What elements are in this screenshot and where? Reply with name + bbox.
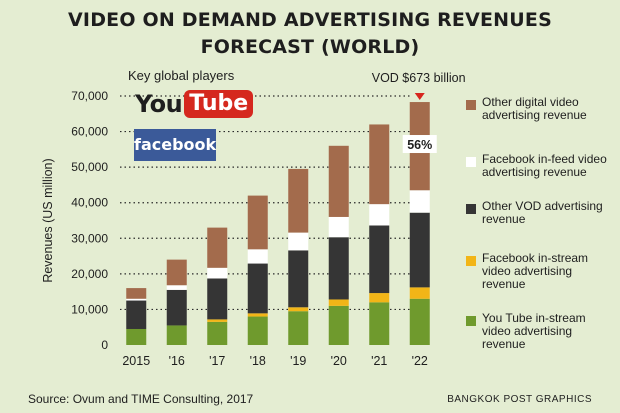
y-tick-label: 20,000 [71,267,108,281]
bar-segment-4-0 [288,311,309,345]
bar-segment-7-0 [409,298,430,345]
x-tick-label: '22 [412,354,428,368]
legend-swatch [466,256,476,266]
bar-segment-0-0 [126,328,147,345]
bar-segment-5-0 [328,305,349,345]
legend-swatch [466,100,476,110]
bar-segment-6-4 [369,124,390,205]
bar-segment-5-4 [328,145,349,217]
y-tick-label: 10,000 [71,302,108,316]
bar-segment-6-1 [369,293,390,303]
bar-segment-0-3 [126,298,147,301]
legend-swatch [466,204,476,214]
x-tick-label: '18 [250,354,266,368]
youtube-logo-you: You [135,90,183,118]
legend-label: You Tube in-stream video advertising rev… [482,311,586,351]
bar-segment-1-0 [166,325,187,345]
bar-segment-1-3 [166,285,187,290]
share-label: 56% [407,138,432,152]
bar-segment-2-2 [207,278,228,320]
youtube-logo: You Tube [135,89,254,119]
total-label: VOD $673 billion [372,71,466,85]
bar-segment-6-3 [369,204,390,226]
bar-segment-4-3 [288,232,309,251]
x-tick-label: '19 [290,354,306,368]
bar-segment-3-1 [247,313,268,317]
y-tick-label: 30,000 [71,231,108,245]
youtube-logo-tube: Tube [184,90,254,118]
y-tick-label: 50,000 [71,160,108,174]
chart-title-line2: FORECAST (WORLD) [200,36,420,58]
facebook-logo: facebook [134,129,216,161]
graphics-credit: BANGKOK POST GRAPHICS [447,394,592,405]
bar-segment-6-2 [369,225,390,294]
x-tick-label: '16 [169,354,185,368]
bar-segment-3-3 [247,249,268,264]
legend-label: Other digital video advertising revenue [482,95,587,122]
bar-segment-2-1 [207,319,228,322]
legend-swatch [466,316,476,326]
bar-segment-2-4 [207,227,228,268]
y-axis-label: Revenues (US million) [41,158,55,282]
x-tick-label: 2015 [122,354,150,368]
bar-segment-4-2 [288,250,309,308]
x-tick-label: '17 [209,354,225,368]
bar-segment-3-4 [247,195,268,250]
bar-segment-5-1 [328,299,349,306]
bar-segment-1-4 [166,259,187,286]
x-tick-label: '20 [331,354,347,368]
total-marker [414,93,425,101]
bar-segment-7-1 [409,287,430,299]
bar-segment-2-3 [207,267,228,279]
bar-segment-0-2 [126,300,147,329]
bar-segment-1-2 [166,289,187,326]
bar-segment-7-3 [409,190,430,213]
y-tick-label: 40,000 [71,196,108,210]
legend-swatch [466,157,476,167]
bar-segment-5-2 [328,237,349,300]
bar-segment-3-2 [247,263,268,314]
x-tick-label: '21 [371,354,387,368]
y-tick-label: 70,000 [71,89,108,103]
legend-label: Facebook in-stream video advertising rev… [482,251,589,291]
legend-label: Other VOD advertising revenue [482,199,603,226]
chart-title-line1: VIDEO ON DEMAND ADVERTISING REVENUES [68,9,552,31]
bar-segment-7-2 [409,212,430,288]
legend-label: Facebook in-feed video advertising reven… [482,152,607,179]
share-box [402,135,437,154]
y-tick-label: 0 [101,338,108,352]
bar-segment-4-4 [288,168,309,233]
y-tick-label: 60,000 [71,125,108,139]
bar-segment-4-1 [288,307,309,312]
bar-segment-3-0 [247,316,268,345]
key-players-label: Key global players [128,68,235,83]
bar-segment-5-3 [328,216,349,238]
bar-segment-0-4 [126,288,147,299]
source-note: Source: Ovum and TIME Consulting, 2017 [28,392,254,406]
bar-segment-6-0 [369,302,390,345]
bar-segment-2-0 [207,321,228,345]
